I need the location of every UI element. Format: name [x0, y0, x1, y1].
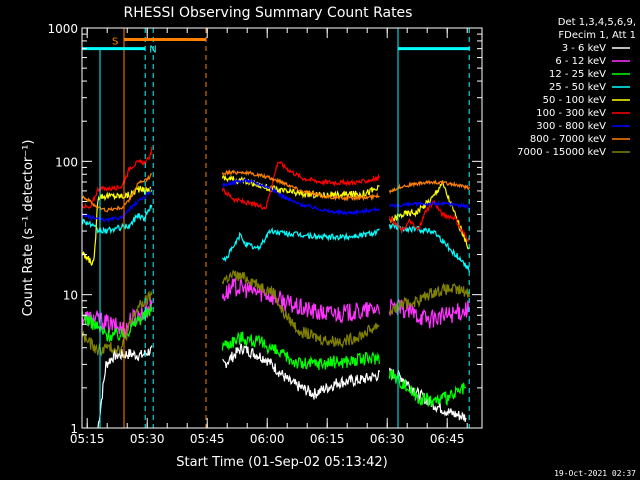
series-line-9 — [81, 269, 470, 357]
series-line-7 — [81, 177, 470, 224]
legend-label-9: 7000 - 15000 keV — [517, 147, 606, 158]
y-tick-label-3: 100 — [55, 155, 78, 169]
y-axis-label: Count Rate (s⁻¹ detector⁻¹) — [21, 140, 36, 317]
x-axis: 05:15 05:30 05:45 06:00 06:15 06:30 06:45 — [70, 28, 468, 446]
series-line-8 — [81, 169, 470, 213]
legend: Det 1,3,4,5,6,9, FDecim 1, Att 1 3 - 6 keV… — [517, 17, 636, 158]
x-axis-label: Start Time (01-Sep-02 05:13:42) — [176, 455, 387, 470]
legend-label-6: 100 - 300 keV — [536, 108, 606, 119]
x-tick-label-3: 05:45 — [190, 432, 225, 446]
x-tick-label-1: 05:15 — [70, 432, 105, 446]
y-axis: 1 10 100 1000 — [47, 22, 482, 436]
legend-label-8: 800 - 7000 keV — [530, 134, 606, 145]
series-line-4 — [81, 204, 470, 273]
chart-title: RHESSI Observing Summary Count Rates — [124, 5, 413, 21]
series-line-6 — [81, 146, 470, 243]
legend-label-1: 3 - 6 keV — [562, 43, 606, 54]
footer-timestamp: 19-Oct-2021 02:37 — [554, 469, 636, 478]
legend-label-2: 6 - 12 keV — [555, 56, 606, 67]
y-tick-label-4: 1000 — [47, 22, 78, 36]
series-line-2 — [81, 277, 470, 338]
legend-label-7: 300 - 800 keV — [536, 121, 606, 132]
y-tick-label-2: 10 — [63, 289, 78, 303]
flag-label-s: S — [112, 36, 118, 47]
chart-marks: SN — [81, 28, 470, 429]
x-tick-label-6: 06:30 — [370, 432, 405, 446]
x-tick-label-4: 06:00 — [250, 432, 285, 446]
flag-label-n: N — [149, 45, 156, 56]
legend-label-5: 50 - 100 keV — [543, 95, 607, 106]
x-tick-label-7: 06:45 — [430, 432, 465, 446]
y-tick-label-1: 1 — [70, 422, 78, 436]
x-tick-label-5: 06:15 — [310, 432, 345, 446]
x-tick-label-2: 05:30 — [130, 432, 165, 446]
plot-frame — [81, 27, 483, 429]
legend-header-line-2: FDecim 1, Att 1 — [558, 30, 636, 41]
series-line-3 — [81, 304, 467, 407]
legend-label-4: 25 - 50 keV — [549, 82, 606, 93]
legend-label-3: 12 - 25 keV — [549, 69, 606, 80]
legend-header-line-1: Det 1,3,4,5,6,9, — [558, 17, 636, 28]
